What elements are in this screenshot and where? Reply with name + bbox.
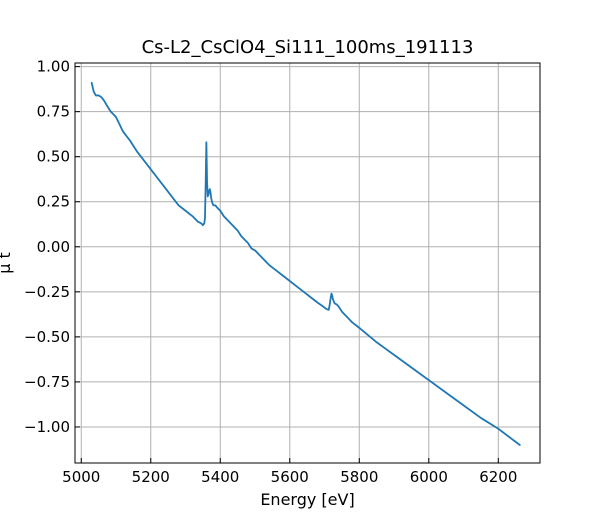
x-tick-label: 6200: [479, 468, 517, 486]
y-tick-label: 0.75: [37, 103, 70, 121]
y-axis-label: μ t: [0, 252, 14, 274]
x-tick-label: 5000: [62, 468, 100, 486]
y-tick-label: −1.00: [24, 418, 70, 436]
series-layer: [90, 81, 521, 446]
y-tick-label: −0.75: [24, 373, 70, 391]
x-tick-label: 6000: [410, 468, 448, 486]
y-tick-label: 0.25: [37, 193, 70, 211]
x-tick-label: 5800: [340, 468, 378, 486]
y-tick-label: 0.00: [37, 238, 70, 256]
y-tick-label: 1.00: [37, 58, 70, 76]
x-axis-label: Energy [eV]: [260, 490, 354, 509]
y-tick-label: 0.50: [37, 148, 70, 166]
x-tick-label: 5200: [132, 468, 170, 486]
series-line: [90, 81, 521, 446]
y-tick-label: −0.50: [24, 328, 70, 346]
y-tick-label: −0.25: [24, 283, 70, 301]
ticks: 5000 5200 5400 5600 5800 6000 6200 1.00 0.75 0.50…: [24, 58, 517, 486]
x-tick-label: 5600: [271, 468, 309, 486]
chart-title: Cs-L2_CsClO4_Si111_100ms_191113: [142, 37, 474, 58]
x-tick-label: 5400: [201, 468, 239, 486]
plot-frame: [74, 62, 541, 464]
grid: [75, 63, 540, 463]
